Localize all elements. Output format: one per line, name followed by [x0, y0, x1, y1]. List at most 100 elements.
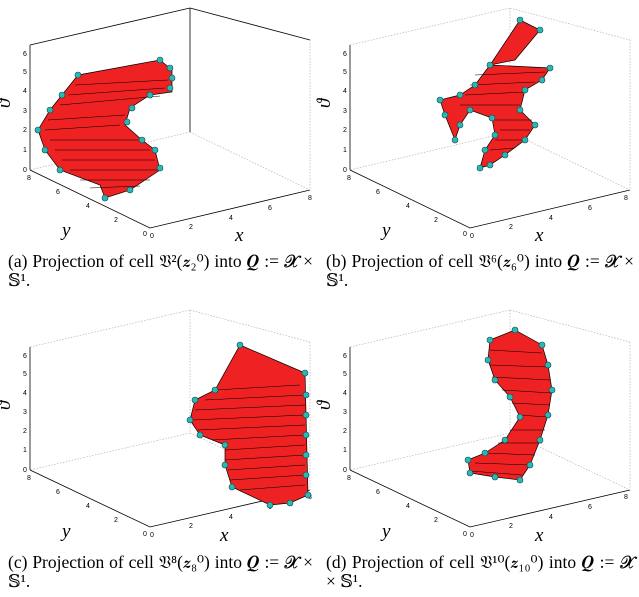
x-tick: 2 [189, 224, 193, 231]
y-tick: 4 [86, 503, 90, 510]
z-ticks-b: 0 1 2 3 4 5 6 [343, 51, 347, 174]
x-axis-label: x [234, 225, 244, 246]
panel-a: 0 1 2 3 4 5 6 8 6 4 2 0 0 2 4 6 8 ϑ y x [0, 0, 320, 250]
x-axis-label: x [534, 525, 544, 546]
x-tick: 4 [549, 514, 553, 521]
y-ticks-c: 8 6 4 2 0 [27, 475, 147, 538]
z-tick: 3 [23, 108, 27, 115]
plot-b: 0 1 2 3 4 5 6 8 6 4 2 0 0 2 4 6 8 ϑ y x [314, 7, 631, 246]
z-ticks-d: 0 1 2 3 4 5 6 [343, 353, 347, 474]
caption-a: (a) Projection of cell 𝔙²(𝒛₂⁰) into 𝑸 :=… [8, 251, 313, 290]
y-tick: 2 [114, 517, 118, 524]
z-ticks-a: 0 1 2 3 4 5 6 [23, 51, 27, 174]
x-tick: 8 [308, 195, 312, 202]
y-tick: 6 [376, 189, 380, 196]
z-tick: 1 [23, 447, 27, 454]
z-tick: 4 [343, 88, 347, 95]
x-tick: 0 [470, 532, 474, 539]
z-tick: 2 [23, 127, 27, 134]
y-tick: 6 [376, 489, 380, 496]
z-tick: 4 [23, 88, 27, 95]
cell-surface-c [189, 344, 309, 506]
z-tick: 6 [343, 51, 347, 58]
z-tick: 0 [23, 467, 27, 474]
x-tick: 4 [229, 215, 233, 222]
x-tick: 0 [150, 532, 154, 539]
z-tick: 2 [23, 428, 27, 435]
cell-vertices-b [436, 16, 554, 172]
caption-d: (d) Projection of cell 𝔙¹⁰(𝒛₁₀⁰) into 𝑸 … [326, 552, 634, 591]
x-tick: 2 [509, 224, 513, 231]
y-tick: 6 [56, 489, 60, 496]
x-tick: 6 [588, 205, 592, 212]
z-axis-label: ϑ [314, 399, 335, 410]
x-tick: 4 [229, 514, 233, 521]
z-tick: 6 [23, 353, 27, 360]
y-ticks-d: 8 6 4 2 0 [347, 475, 467, 538]
z-tick: 2 [343, 428, 347, 435]
z-tick: 0 [343, 167, 347, 174]
y-axis-label: y [60, 521, 71, 542]
y-tick: 0 [143, 231, 147, 238]
y-tick: 8 [347, 475, 351, 482]
cell-surface-b [439, 19, 551, 169]
x-tick: 8 [624, 195, 628, 202]
z-tick: 3 [343, 108, 347, 115]
y-tick: 8 [347, 175, 351, 182]
x-ticks-a: 0 2 4 6 8 [150, 195, 312, 240]
cell-surface-a [37, 59, 173, 199]
cell-surface-d [467, 329, 553, 481]
y-axis-label: y [380, 220, 391, 241]
y-tick: 0 [463, 231, 467, 238]
z-tick: 5 [343, 69, 347, 76]
z-tick: 1 [23, 147, 27, 154]
z-tick: 1 [343, 147, 347, 154]
y-ticks-a: 8 6 4 2 0 [27, 175, 147, 238]
z-tick: 0 [23, 167, 27, 174]
y-tick: 0 [463, 531, 467, 538]
x-axis-label: x [534, 225, 544, 246]
panel-d: 0 1 2 3 4 5 6 8 6 4 2 0 0 2 4 6 8 ϑ y x [314, 305, 639, 550]
z-ticks-c: 0 1 2 3 4 5 6 [23, 353, 27, 474]
x-tick: 2 [509, 523, 513, 530]
x-axis-label: x [219, 525, 229, 546]
z-tick: 6 [23, 51, 27, 58]
x-tick: 6 [268, 205, 272, 212]
z-tick: 3 [343, 409, 347, 416]
y-tick: 0 [143, 531, 147, 538]
y-tick: 2 [114, 217, 118, 224]
y-tick: 4 [86, 203, 90, 210]
z-tick: 6 [343, 353, 347, 360]
z-tick: 0 [343, 467, 347, 474]
z-tick: 3 [23, 409, 27, 416]
z-tick: 4 [23, 390, 27, 397]
cell-vertices-c [186, 341, 312, 509]
y-tick: 4 [406, 203, 410, 210]
z-tick: 2 [343, 127, 347, 134]
x-tick: 8 [624, 494, 628, 501]
caption-b: (b) Projection of cell 𝔙⁶(𝒛₆⁰) into 𝑸 :=… [326, 251, 634, 290]
x-tick: 0 [150, 233, 154, 240]
caption-c: (c) Projection of cell 𝔙⁸(𝒛₈⁰) into 𝑸 :=… [8, 552, 313, 591]
y-tick: 8 [27, 475, 31, 482]
z-axis-label: ϑ [314, 97, 335, 108]
z-tick: 4 [343, 390, 347, 397]
plot-a: 0 1 2 3 4 5 6 8 6 4 2 0 0 2 4 6 8 ϑ y x [0, 7, 312, 246]
y-tick: 6 [56, 189, 60, 196]
y-axis-label: y [60, 220, 71, 241]
cell-vertices-d [464, 326, 556, 484]
y-ticks-b: 8 6 4 2 0 [347, 175, 467, 238]
y-tick: 2 [434, 517, 438, 524]
x-tick: 2 [189, 523, 193, 530]
y-tick: 2 [434, 217, 438, 224]
panel-c: 0 1 2 3 4 5 6 8 6 4 2 0 0 2 4 6 8 ϑ y x [0, 305, 320, 550]
x-tick: 4 [549, 215, 553, 222]
x-ticks-d: 0 2 4 6 8 [470, 494, 628, 539]
plot-d: 0 1 2 3 4 5 6 8 6 4 2 0 0 2 4 6 8 ϑ y x [314, 309, 631, 546]
x-ticks-b: 0 2 4 6 8 [470, 195, 628, 240]
z-axis-label: ϑ [0, 399, 15, 410]
x-tick: 6 [588, 504, 592, 511]
z-tick: 1 [343, 447, 347, 454]
y-axis-label: y [380, 521, 391, 542]
panel-b: 0 1 2 3 4 5 6 8 6 4 2 0 0 2 4 6 8 ϑ y x [314, 0, 639, 250]
